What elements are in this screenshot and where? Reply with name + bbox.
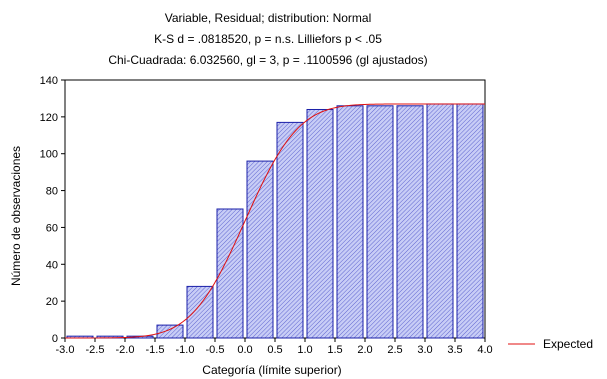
x-tick-label: 0.0 (237, 344, 252, 356)
y-tick-label: 60 (46, 222, 58, 234)
histogram-bar (336, 105, 364, 339)
y-tick-label: 0 (52, 333, 58, 345)
x-tick-label: 3.0 (417, 344, 432, 356)
x-tick-label: -3.0 (56, 344, 75, 356)
chart-title-line-3: Chi-Cuadrada: 6.032560, gl = 3, p = .110… (108, 53, 427, 67)
expected-curve (65, 103, 485, 339)
legend: Expected (508, 337, 593, 351)
x-tick-label: 1.5 (327, 344, 342, 356)
histogram-bar (186, 285, 214, 339)
x-tick-label: -2.5 (86, 344, 105, 356)
y-tick-label: 140 (40, 75, 58, 87)
expected-curve-group (65, 103, 485, 339)
histogram-bar (306, 108, 334, 339)
x-tick-label: -1.5 (146, 344, 165, 356)
y-tick-label: 100 (40, 149, 58, 161)
x-tick-label: 4.0 (477, 344, 492, 356)
histogram-bar (426, 103, 454, 339)
chart-title: Variable, Residual; distribution: Normal… (108, 11, 427, 67)
x-tick-label: 0.5 (267, 344, 282, 356)
y-tick-label: 80 (46, 186, 58, 198)
y-axis-label: Número de observaciones (9, 146, 23, 286)
chart-title-line-2: K-S d = .0818520, p = n.s. Lilliefors p … (154, 32, 382, 46)
histogram-bar (276, 121, 304, 339)
histogram-bar (246, 160, 274, 339)
y-axis-ticks: 0 20 40 60 80 100 120 140 (40, 75, 65, 345)
bars-group (66, 103, 484, 339)
histogram-bar (396, 105, 424, 339)
x-tick-label: -0.5 (206, 344, 225, 356)
chart-title-line-1: Variable, Residual; distribution: Normal (165, 11, 372, 25)
x-tick-label: 2.0 (357, 344, 372, 356)
legend-label-expected: Expected (543, 337, 593, 351)
histogram-bar (216, 208, 244, 339)
x-tick-label: -2.0 (116, 344, 135, 356)
x-axis-ticks: -3.0 -2.5 -2.0 -1.5 -1.0 -0.5 0.0 0.5 1.0 1.5 2.0 2… (56, 338, 493, 356)
histogram-bar (366, 105, 394, 339)
x-tick-label: 3.5 (447, 344, 462, 356)
y-tick-label: 40 (46, 259, 58, 271)
y-tick-label: 120 (40, 112, 58, 124)
x-tick-label: 2.5 (387, 344, 402, 356)
y-tick-label: 20 (46, 296, 58, 308)
x-tick-label: 1.0 (297, 344, 312, 356)
x-tick-label: -1.0 (176, 344, 195, 356)
histogram-bar (156, 324, 184, 339)
histogram-bar (456, 103, 484, 339)
x-axis-label: Categoría (límite superior) (202, 363, 341, 377)
